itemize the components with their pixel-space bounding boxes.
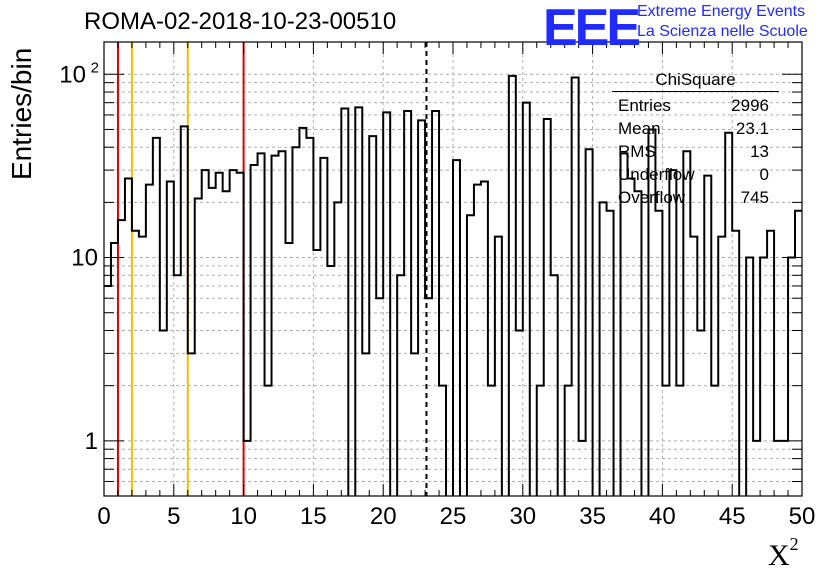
- x-axis-label: X2: [768, 534, 799, 573]
- y-tick-label: 1: [85, 428, 98, 455]
- y-tick-label: 10: [59, 61, 86, 88]
- plot-title: ROMA-02-2018-10-23-00510: [84, 8, 397, 35]
- y-tick-exponent: 2: [91, 59, 99, 76]
- eee-logo: EEE: [543, 0, 641, 57]
- y-tick-label: 10: [71, 245, 98, 272]
- stats-box: ChiSquare Entries 2996 Mean 23.1 RMS 13 Und…: [612, 70, 779, 209]
- logo-line-2: La Scienza nelle Scuole: [637, 23, 808, 40]
- x-tick-label: 10: [230, 503, 257, 530]
- stats-row: Mean 23.1: [612, 117, 777, 140]
- stats-label: RMS: [618, 142, 656, 161]
- stats-label: Entries: [618, 96, 671, 115]
- x-tick-label: 45: [719, 503, 746, 530]
- logo-line-1: Extreme Energy Events: [637, 3, 806, 20]
- stats-value: 23.1: [735, 119, 769, 138]
- x-tick-label: 15: [300, 503, 327, 530]
- stats-row: RMS 13: [612, 140, 777, 163]
- stats-row: Underflow 0: [612, 163, 777, 186]
- stats-value: 2996: [731, 96, 769, 115]
- x-tick-label: 30: [509, 503, 536, 530]
- stats-row: Entries 2996: [612, 94, 777, 117]
- x-tick-label: 20: [370, 503, 397, 530]
- x-axis-label-sup: 2: [789, 534, 799, 554]
- x-axis-label-base: X: [768, 539, 790, 572]
- x-tick-label: 40: [649, 503, 676, 530]
- stats-value: 13: [750, 142, 769, 161]
- stats-row: Overflow 745: [612, 186, 777, 209]
- y-axis-label: Entries/bin: [6, 47, 37, 180]
- stats-label: Mean: [618, 119, 661, 138]
- stats-label: Overflow: [618, 188, 686, 207]
- x-tick-label: 50: [789, 503, 816, 530]
- x-tick-label: 0: [97, 503, 110, 530]
- stats-title: ChiSquare: [612, 70, 779, 92]
- x-tick-label: 25: [440, 503, 467, 530]
- histogram-series: [104, 74, 802, 496]
- stats-value: 0: [759, 165, 769, 184]
- x-tick-label: 5: [167, 503, 180, 530]
- x-tick-label: 35: [579, 503, 606, 530]
- stats-value: 745: [740, 188, 769, 207]
- stats-label: Underflow: [618, 165, 695, 184]
